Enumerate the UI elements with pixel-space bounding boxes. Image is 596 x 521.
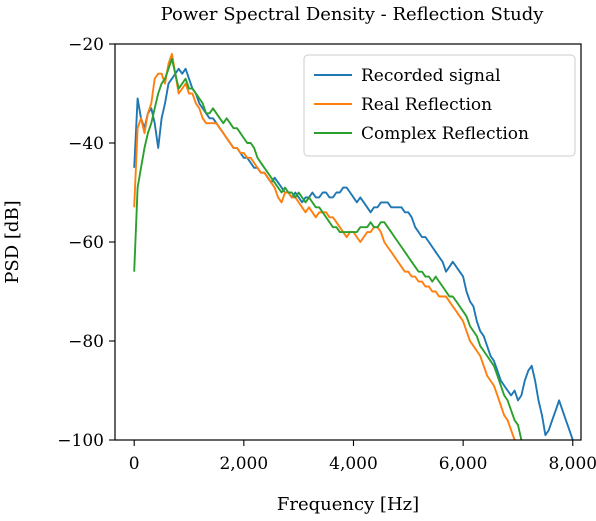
plot-area: 0 2,000 4,000 6,000 8,000 −20 −40 −60 −80 −100 xyxy=(57,35,596,474)
y-tick-label: −40 xyxy=(68,134,104,154)
x-tick-label: 2,000 xyxy=(219,454,268,474)
x-axis-label: Frequency [Hz] xyxy=(277,494,419,515)
x-tick-label: 0 xyxy=(129,454,140,474)
x-tick-label: 6,000 xyxy=(439,454,488,474)
y-tick-label: −100 xyxy=(57,431,104,451)
series-layer xyxy=(133,52,574,440)
legend-label: Recorded signal xyxy=(361,66,501,86)
series-line-3 xyxy=(133,57,523,440)
x-axis-ticks: 0 2,000 4,000 6,000 8,000 xyxy=(129,440,596,474)
legend: Recorded signal Real Reflection Complex Re… xyxy=(303,54,576,157)
legend-label: Complex Reflection xyxy=(361,124,529,144)
x-tick-label: 4,000 xyxy=(329,454,378,474)
y-tick-label: −80 xyxy=(68,332,104,352)
chart-title: Power Spectral Density - Reflection Stud… xyxy=(161,4,545,25)
series-line-2 xyxy=(133,52,516,440)
legend-label: Real Reflection xyxy=(361,95,492,115)
x-tick-label: 8,000 xyxy=(548,454,596,474)
y-axis-ticks: −20 −40 −60 −80 −100 xyxy=(57,35,115,451)
legend-box xyxy=(303,54,576,157)
y-tick-label: −60 xyxy=(68,233,104,253)
legend-entries: Recorded signal Real Reflection Complex Re… xyxy=(314,66,529,144)
y-axis-label: PSD [dB] xyxy=(2,200,23,283)
y-tick-label: −20 xyxy=(68,35,104,55)
series-line-1 xyxy=(133,67,574,440)
